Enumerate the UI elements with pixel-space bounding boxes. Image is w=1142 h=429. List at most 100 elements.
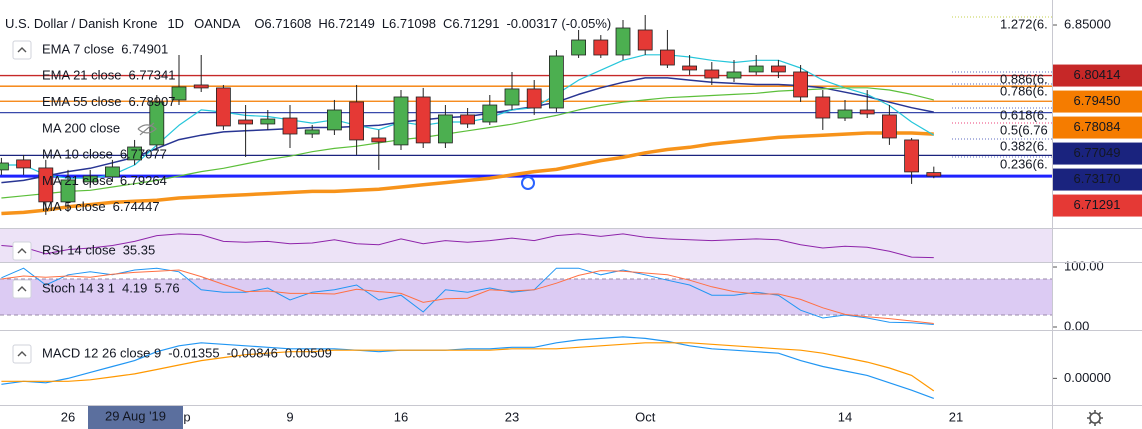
candle-body [282,117,298,135]
legend-name: MACD 12 26 close 9 [42,345,161,360]
legend-name: EMA 55 close [42,94,122,109]
legend-value: 6.74447 [113,199,160,214]
candle-body [660,49,675,66]
candle-body [349,101,365,141]
legend-value: 6.77077 [120,147,167,162]
price-badge-label: 6.78084 [1074,119,1121,134]
candle-body [82,175,98,183]
candle-body [637,29,653,51]
open-value: O6.71608 [254,16,311,31]
collapse-chevron [17,248,27,254]
candle-body [615,27,631,56]
price-badge-label: 6.73170 [1074,171,1121,186]
candle-body [193,84,209,89]
hidden-eye-icon[interactable] [137,122,157,136]
price-badge [1053,90,1142,113]
y-tick-label: 100.00 [1064,258,1104,273]
candle-body [326,109,342,131]
stoch-line [1,267,934,325]
crosshair-badge [88,405,183,429]
price-badge [1053,142,1142,165]
candle-body [371,137,387,143]
fib-label: 0.5(6.76 [1000,122,1048,137]
collapse-chevron [17,47,27,53]
drawing-circle[interactable] [521,176,535,190]
candle-body [415,96,431,144]
legend-name: MA 10 close [42,147,113,162]
candle-body [504,88,520,106]
legend-name: RSI 14 close [42,242,116,257]
candle-body [60,179,76,203]
stoch-line [1,269,934,324]
settings-icon[interactable] [1087,410,1103,426]
legend-value: 6.78907 [129,94,176,109]
macd-line [1,342,935,392]
candle-body [793,71,808,98]
price-badge [1053,194,1142,217]
candle-body [771,65,786,73]
legend-value: 5.76 [154,280,179,295]
candle-body [682,65,697,71]
rsi-line [1,233,934,259]
candle-body [393,96,409,146]
candle-body [593,39,609,56]
close-value: C6.71291 [443,16,499,31]
fib-label: 0.382(6. [1000,138,1048,153]
candle-body [571,39,586,56]
candle-body [726,71,742,79]
candle-body [904,139,919,173]
fib-label: 0.786(6. [1000,83,1048,98]
candle-body [748,65,764,73]
low-value: L6.71098 [382,16,436,31]
source: OANDA [194,16,241,31]
candle-body [526,88,542,109]
high-value: H6.72149 [318,16,374,31]
candle-body [171,86,187,101]
crosshair-label: 29 Aug '19 [105,408,166,423]
collapse-chevron [17,286,27,292]
change-value: -0.00317 (-0.05%) [506,16,611,31]
y-tick-label: 0.00000 [1064,370,1111,385]
interval: 1D [167,16,184,31]
overlay: 100.00 0.00 0.00000 6.85000 6.80414 6.79450 6.… [12,16,1142,429]
collapse-button[interactable] [12,40,32,60]
legend-value: 35.35 [123,242,156,257]
price-badge-label: 6.80414 [1074,67,1121,82]
candle-body [437,114,453,144]
legend-value: -0.00846 [227,345,278,360]
legend-name: Stoch 14 3 1 [42,280,115,295]
price-badge [1053,64,1142,87]
collapse-button[interactable] [12,279,32,299]
candle-body [149,101,165,146]
collapse-button[interactable] [12,241,32,261]
candle-body [304,129,320,135]
x-tick-label: Oct [635,409,656,424]
price-badge [1053,168,1142,191]
candle-body [105,166,120,178]
plot-area: 1.272(6. 0.886(6.0.786(6. 0.618(6.0.5(6.76… [0,14,1052,399]
candle-body [238,119,254,125]
candle-body [460,114,476,125]
candle-body [549,55,564,109]
rsi-pane-background [0,229,1052,262]
candle-body [815,96,831,119]
candle-body [482,104,498,123]
moving-average-line [1,131,934,216]
stoch-band [0,279,1052,316]
header: U.S. Dollar / Danish Krone 1D OANDA O6.7160… [5,16,611,31]
legend-name: EMA 7 close [42,41,114,56]
candle-body [704,69,720,79]
collapse-button[interactable] [12,344,32,364]
symbol: U.S. Dollar / Danish Krone [5,16,157,31]
candle-body [882,114,897,139]
candle-body [0,162,9,171]
legend-name: MA 21 close [42,173,113,188]
x-tick-label: 21 [949,409,963,424]
collapse-chevron [17,351,27,357]
x-tick-label: 16 [394,409,408,424]
candle-body [215,87,231,127]
candle-body [260,118,276,125]
y-tick-label: 6.85000 [1064,16,1111,31]
macd-line [1,336,935,399]
